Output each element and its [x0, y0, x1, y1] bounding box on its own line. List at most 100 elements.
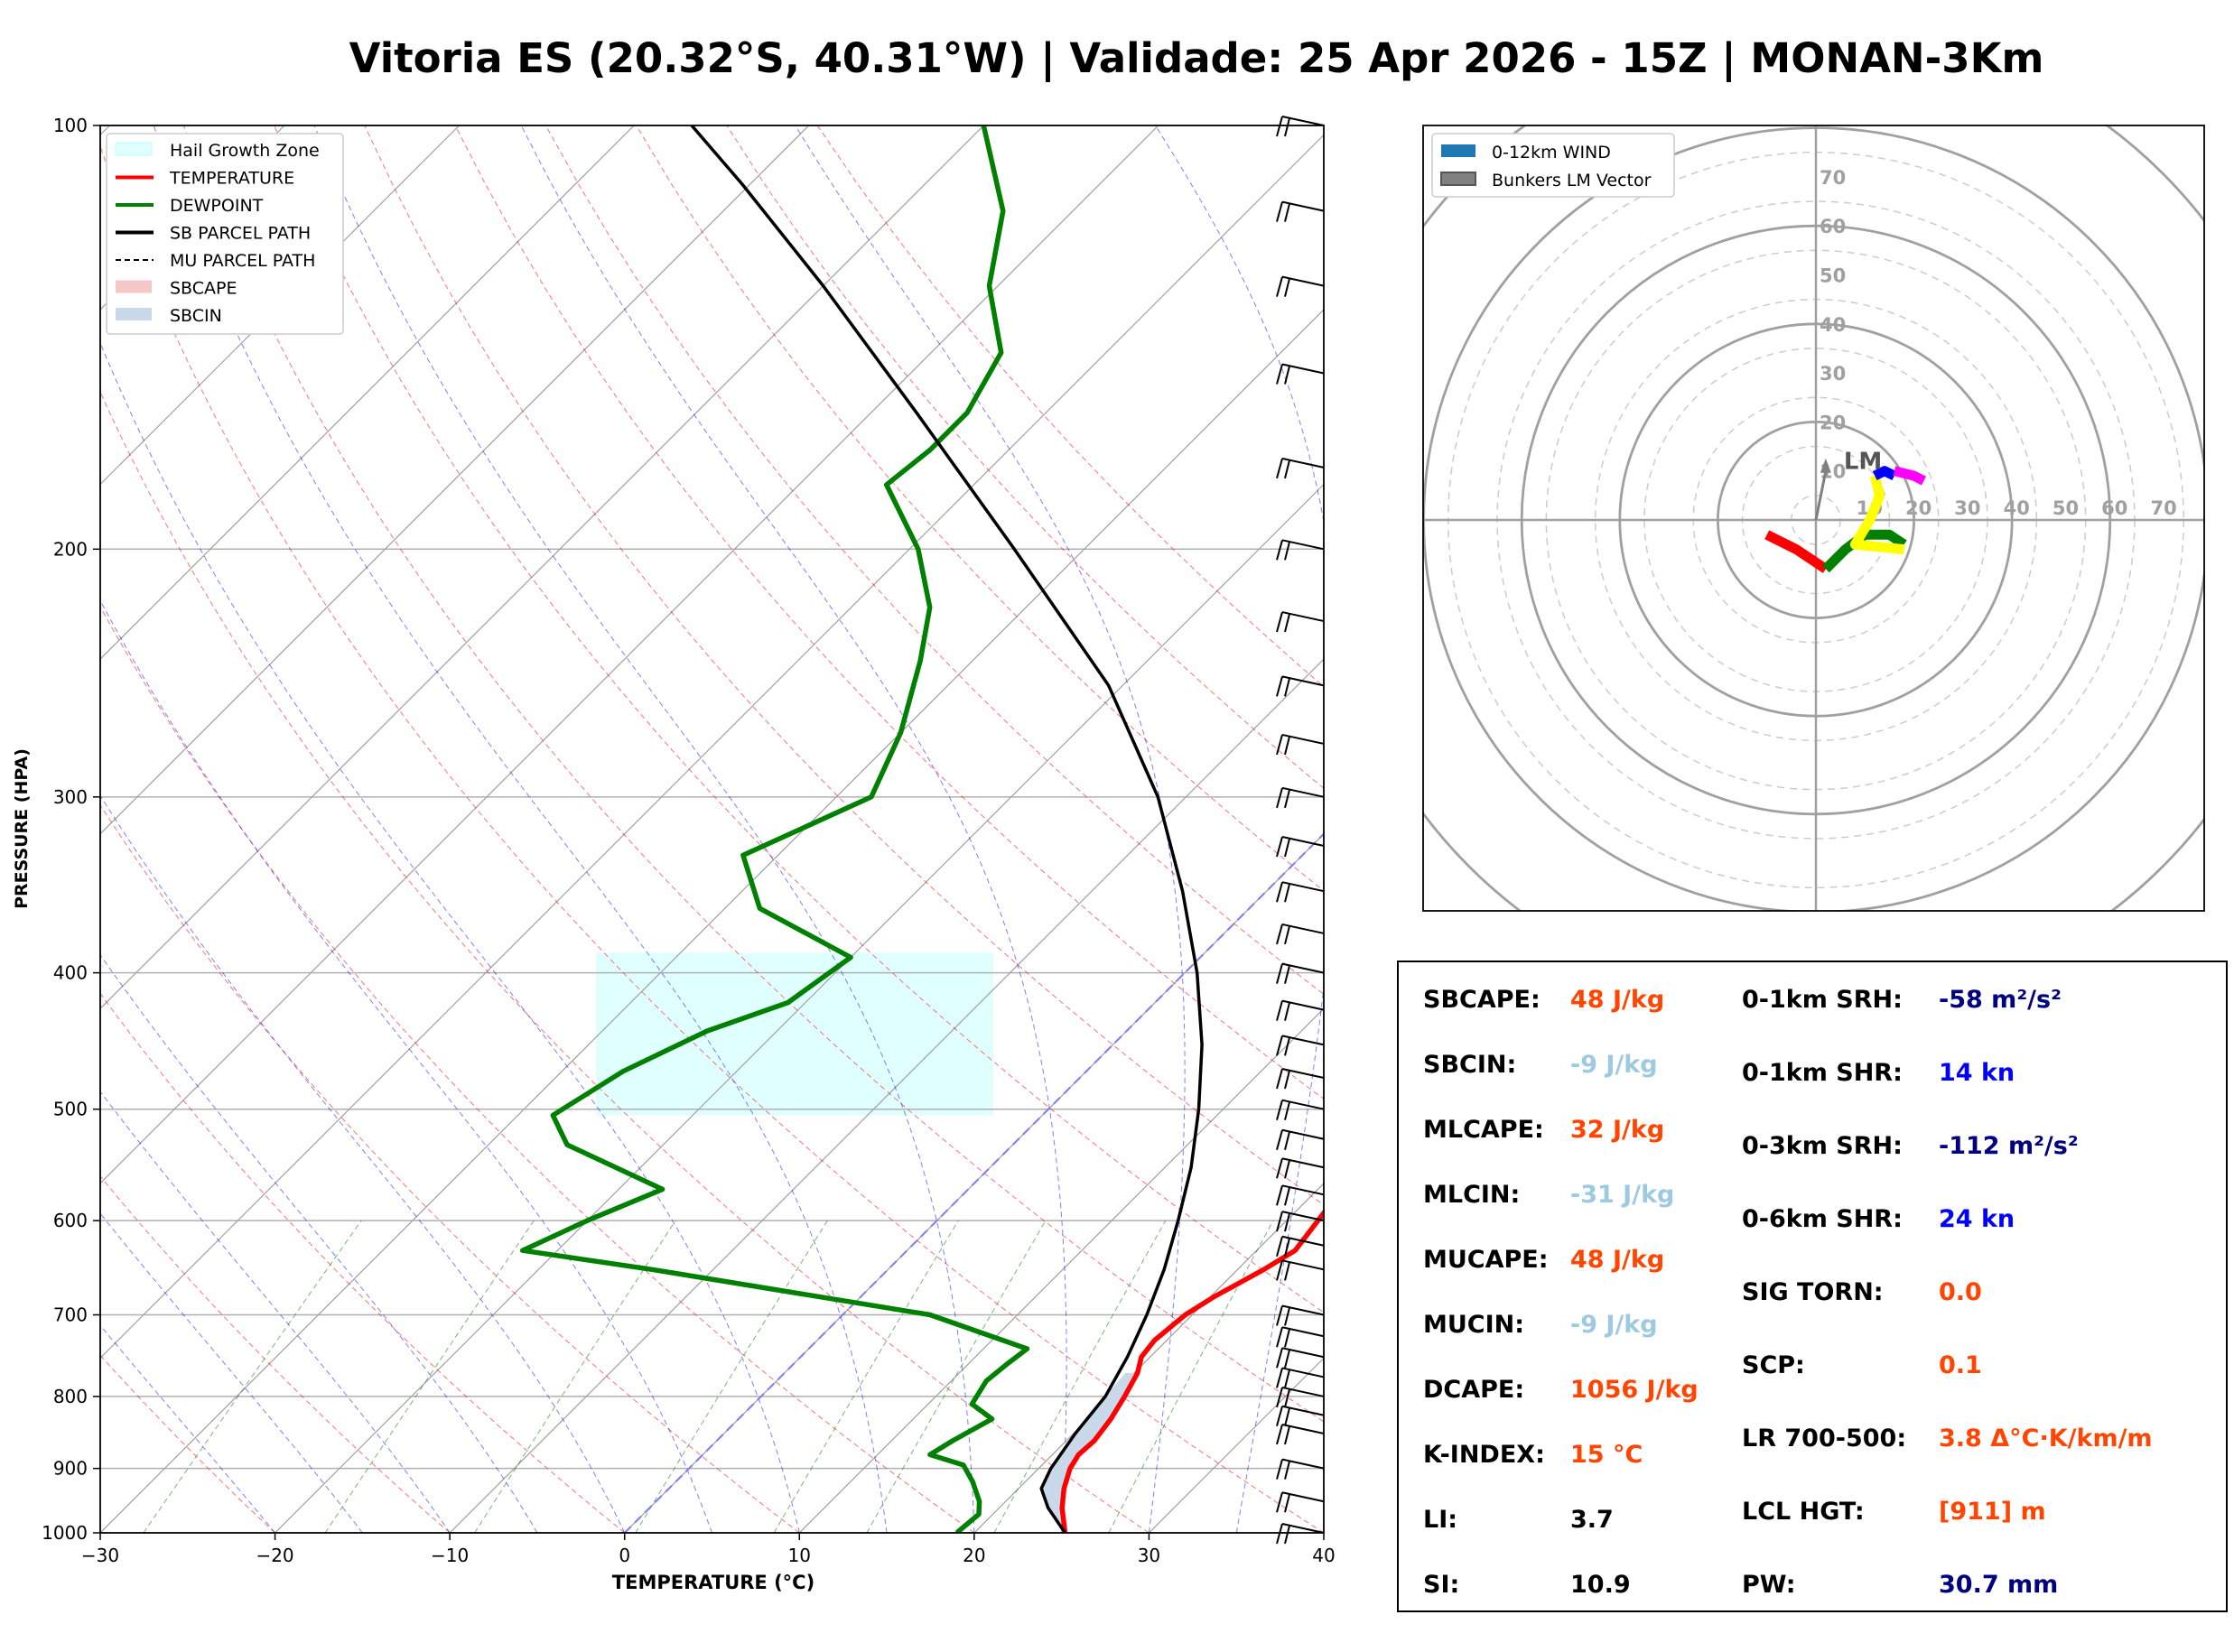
wind-barb: [1276, 1211, 1325, 1232]
wind-barb-staff: [1281, 1184, 1325, 1196]
stat-label: MUCIN:: [1423, 1311, 1525, 1339]
stat-value: 30.7 mm: [1939, 1571, 2059, 1599]
wind-barb-staff: [1281, 962, 1325, 974]
wind-barb-flag: [1276, 1387, 1283, 1408]
wind-barb-flag: [1276, 1129, 1283, 1150]
hodograph-segment-3-6km: [1849, 474, 1905, 555]
wind-barb-flag: [1276, 1305, 1283, 1326]
wind-barb-flag: [1276, 787, 1283, 809]
mixing-ratio-line: [773, 1220, 959, 1533]
legend-label: SB PARCEL PATH: [170, 224, 311, 244]
bunkers-lm-label: LM: [1844, 449, 1882, 476]
wind-barb-staff: [1281, 1523, 1325, 1534]
dry-adiabat: [100, 144, 1324, 1533]
wind-barb: [1276, 836, 1325, 858]
wind-barb: [1276, 1235, 1325, 1258]
wind-barb-staff: [1281, 1367, 1325, 1378]
isotherm-line: [449, 658, 1324, 1533]
wind-barb: [1276, 1157, 1325, 1179]
skewt-frame: [99, 125, 1325, 1534]
isotherm-line: [798, 1007, 1324, 1533]
moist-adiabat: [100, 599, 712, 1533]
moist-adiabat: [520, 125, 1067, 1533]
y-tick-label: 600: [53, 1210, 88, 1231]
wind-barb-staff: [1281, 786, 1325, 798]
wind-barb-flag: [1276, 923, 1283, 945]
wind-barb: [1276, 539, 1325, 561]
wind-barb-flag: [1276, 1157, 1283, 1179]
legend-label: SBCAPE: [170, 279, 237, 299]
wind-barb: [1276, 733, 1325, 756]
wind-barb-flag: [1276, 1406, 1283, 1427]
isotherm-line: [100, 134, 1324, 1360]
wind-barb: [1276, 1099, 1325, 1120]
wind-barb-flag: [1284, 1349, 1290, 1369]
wind-barb-flag: [1284, 1407, 1290, 1426]
wind-barb-flag: [1276, 1492, 1283, 1513]
wind-barb-staff: [1281, 675, 1325, 687]
wind-barb: [1276, 999, 1325, 1021]
stat-label: DCAPE:: [1423, 1376, 1525, 1404]
wind-barb-staff: [1281, 733, 1325, 745]
stat-label: SI:: [1423, 1571, 1460, 1599]
wind-barb-flag: [1276, 1327, 1283, 1348]
isotherm-line: [100, 125, 635, 660]
wind-barb-flag: [1276, 1424, 1283, 1445]
wind-barb-flag: [1284, 1002, 1290, 1021]
wind-barb: [1276, 1035, 1325, 1056]
legend-label: Hail Growth Zone: [170, 141, 320, 161]
wind-barb: [1276, 457, 1325, 479]
wind-barb: [1276, 275, 1325, 297]
stats-panel: SBCAPE: 48 J/kg SBCIN: -9 J/kg MLCAPE: 32 J/k…: [1397, 961, 2228, 1612]
wind-barb-flag: [1276, 1185, 1283, 1206]
legend-label: TEMPERATURE: [169, 169, 294, 189]
y-tick-label: 300: [53, 786, 88, 808]
wind-barb-staff: [1281, 1157, 1325, 1169]
wind-barb-flag: [1284, 1388, 1290, 1408]
wind-barb-flag: [1284, 925, 1290, 945]
wind-barb-flag: [1276, 1347, 1283, 1369]
wind-barb-flag: [1284, 1461, 1290, 1480]
wind-barb-flag: [1276, 276, 1283, 297]
isotherm-line: [275, 483, 1324, 1533]
x-tick-label: −30: [81, 1545, 119, 1566]
wind-barb: [1276, 1067, 1325, 1090]
wind-barb-staff: [1281, 1235, 1325, 1247]
wind-barb-staff: [1281, 539, 1325, 551]
stat-label: 0-3km SRH:: [1742, 1132, 1903, 1160]
legend-swatch: [1441, 144, 1475, 157]
legend-swatch: [1440, 172, 1476, 186]
wind-barb-flag: [1284, 1212, 1290, 1232]
stat-value: 3.8 Δ°C·K/km/m: [1939, 1425, 2153, 1452]
stat-value: 48 J/kg: [1570, 1246, 1665, 1274]
hodograph-ring-label: 60: [2101, 497, 2127, 519]
stat-value: 32 J/kg: [1570, 1116, 1665, 1144]
hodograph-ring-label: 50: [2052, 497, 2079, 519]
wind-barb-flag: [1276, 881, 1283, 903]
bunkers-lm-arrowhead: [1820, 458, 1831, 473]
wind-barb-flag: [1284, 542, 1290, 561]
stat-label: SIG TORN:: [1742, 1278, 1884, 1306]
wind-barb-flag: [1276, 1068, 1283, 1090]
wind-barb-flag: [1276, 676, 1283, 697]
moist-adiabat: [153, 125, 888, 1533]
dry-adiabat: [726, 125, 1324, 789]
wind-barb: [1276, 881, 1325, 903]
hodograph-legend: 0-12km WIND Bunkers LM Vector: [1431, 133, 1675, 198]
wind-barb-flag: [1284, 789, 1290, 809]
wind-barb-flag: [1276, 1035, 1283, 1056]
stat-value: 24 kn: [1939, 1205, 2015, 1233]
dry-adiabat: [100, 992, 626, 1533]
wind-barb-staff: [1281, 1347, 1325, 1359]
wind-barb-flag: [1276, 1260, 1283, 1281]
dry-adiabat: [182, 125, 1324, 1423]
stat-label: LCL HGT:: [1742, 1498, 1865, 1526]
dry-adiabat: [274, 125, 1324, 1313]
moist-adiabat: [100, 794, 626, 1533]
wind-barb-flag: [1284, 1369, 1290, 1388]
wind-barb-staff: [1281, 923, 1325, 934]
wind-barb: [1276, 1367, 1325, 1388]
wind-barb: [1276, 1184, 1325, 1206]
wind-barb: [1276, 1405, 1325, 1427]
wind-barb-flag: [1284, 117, 1290, 137]
